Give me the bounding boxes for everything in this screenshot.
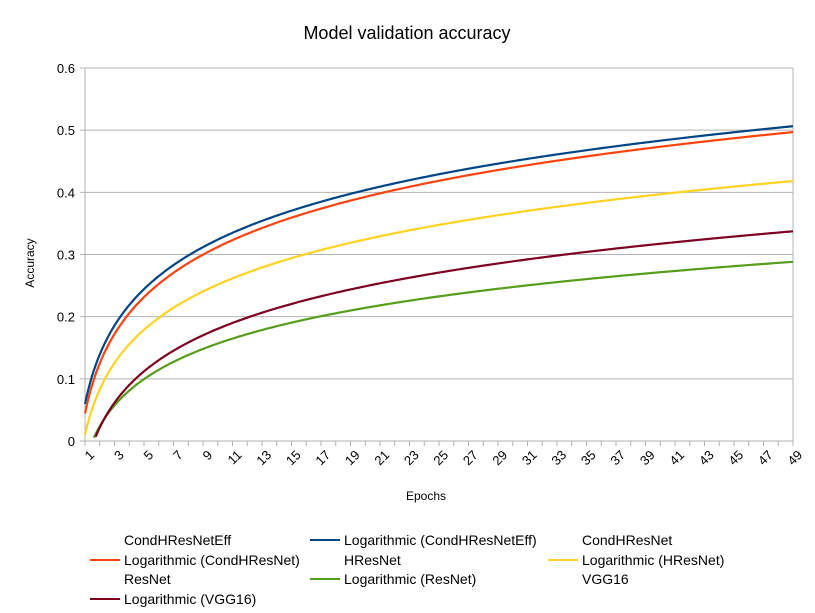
y-tick-label: 0.3 bbox=[57, 248, 75, 263]
y-tick-label: 0.4 bbox=[57, 185, 75, 200]
x-tick-label: 23 bbox=[401, 447, 422, 468]
legend-item: HResNet bbox=[310, 552, 401, 568]
x-tick-label: 9 bbox=[200, 447, 216, 463]
series-line bbox=[92, 260, 794, 439]
legend-label: VGG16 bbox=[582, 571, 629, 587]
legend-swatch bbox=[90, 597, 120, 600]
legend-swatch bbox=[548, 558, 578, 561]
legend-swatch bbox=[310, 559, 340, 561]
chart-svg: Model validation accuracy 00.10.20.30.40… bbox=[23, 23, 806, 503]
x-tick-label: 41 bbox=[666, 447, 687, 468]
x-tick-label: 33 bbox=[548, 447, 569, 468]
y-axis-title: Accuracy bbox=[23, 238, 37, 287]
x-tick-label: 47 bbox=[755, 447, 776, 468]
x-tick-label: 31 bbox=[519, 447, 540, 468]
x-tick-label: 7 bbox=[170, 447, 186, 463]
legend-label: Logarithmic (CondHResNet) bbox=[124, 551, 300, 568]
legend-label: CondHResNet bbox=[582, 532, 673, 548]
series-line bbox=[83, 179, 794, 435]
legend-item: VGG16 bbox=[548, 571, 629, 587]
x-tick-label: 35 bbox=[578, 447, 599, 468]
series-line bbox=[94, 230, 794, 438]
x-tick-label: 43 bbox=[696, 447, 717, 468]
x-tick-label: 49 bbox=[784, 447, 805, 468]
legend-item: Logarithmic (HResNet) bbox=[548, 552, 724, 568]
y-tick-label: 0 bbox=[68, 434, 75, 449]
series-lines bbox=[83, 125, 794, 439]
legend-item: CondHResNet bbox=[548, 532, 672, 548]
legend-swatch bbox=[310, 539, 340, 541]
x-tick-label: 37 bbox=[607, 447, 628, 468]
x-tick-label: 27 bbox=[460, 447, 481, 468]
x-tick-label: 17 bbox=[312, 447, 333, 468]
x-tick-label: 11 bbox=[225, 447, 245, 467]
x-tick-label: 39 bbox=[637, 447, 658, 468]
legend-swatch bbox=[90, 578, 120, 580]
legend-label: Logarithmic (CondHResNetEff) bbox=[344, 532, 537, 548]
x-tick-label: 1 bbox=[82, 447, 98, 463]
legend-swatch bbox=[90, 558, 120, 561]
x-tick-label: 19 bbox=[342, 447, 363, 468]
y-tick-label: 0.6 bbox=[57, 61, 75, 76]
x-tick-labels: 1 3 5 7 9 11 13 15 17 19 21 23 25 27 29 31 33 35 37 39 41 43 4… bbox=[82, 447, 806, 468]
legend-item: Logarithmic (ResNet) bbox=[310, 571, 476, 587]
x-axis-title: Epochs bbox=[406, 489, 446, 503]
y-tick-label: 0.2 bbox=[57, 310, 75, 325]
legend-label: Logarithmic (ResNet) bbox=[344, 571, 477, 587]
x-tick-label: 3 bbox=[111, 447, 127, 463]
chart-legend: CondHResNetEff Logarithmic (CondHResNetEf… bbox=[0, 532, 815, 613]
legend-item: Logarithmic (VGG16) bbox=[90, 591, 256, 607]
x-tick-label: 15 bbox=[283, 447, 304, 468]
x-tick-label: 21 bbox=[371, 447, 392, 468]
legend-item: ResNet bbox=[90, 571, 171, 587]
legend-label: Logarithmic (HResNet) bbox=[582, 551, 725, 568]
legend-label: ResNet bbox=[124, 571, 171, 587]
chart-title: Model validation accuracy bbox=[303, 23, 510, 43]
legend-item: Logarithmic (CondHResNetEff) bbox=[310, 532, 537, 548]
x-tick-label: 5 bbox=[141, 447, 157, 463]
y-tick-labels: 0 0.1 0.2 0.3 0.4 0.5 0.6 bbox=[57, 61, 75, 449]
legend-swatch bbox=[548, 578, 578, 580]
y-tick-label: 0.1 bbox=[57, 372, 75, 387]
legend-swatch bbox=[90, 539, 120, 541]
legend-item: Logarithmic (CondHResNet) bbox=[90, 552, 300, 568]
x-tick-label: 13 bbox=[253, 447, 274, 468]
legend-label: CondHResNetEff bbox=[124, 532, 232, 548]
legend-label: HResNet bbox=[344, 551, 401, 568]
legend-swatch bbox=[310, 578, 340, 580]
y-tick-label: 0.5 bbox=[57, 123, 75, 138]
x-tick-label: 25 bbox=[430, 447, 451, 468]
series-line bbox=[83, 130, 794, 414]
x-tick-label: 29 bbox=[489, 447, 510, 468]
series-line bbox=[83, 125, 794, 405]
legend-swatch bbox=[548, 539, 578, 541]
legend-item: CondHResNetEff bbox=[90, 532, 231, 548]
x-tick-label: 45 bbox=[725, 447, 746, 468]
legend-label: Logarithmic (VGG16) bbox=[124, 590, 257, 607]
